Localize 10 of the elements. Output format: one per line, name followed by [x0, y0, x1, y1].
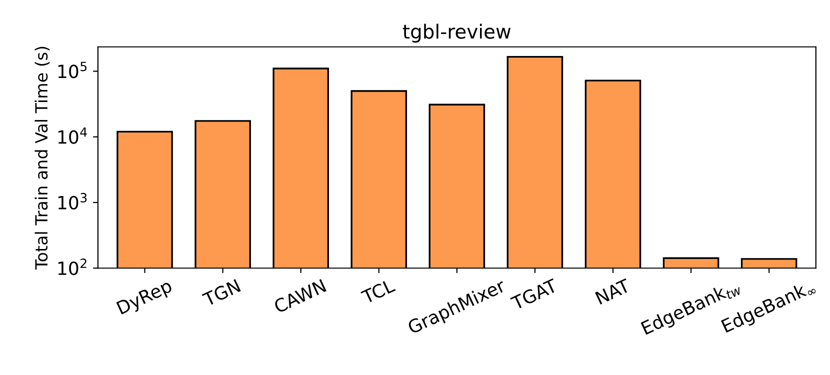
y-tick-label: 10$^{4}$	[58, 127, 87, 144]
x-tick-label: TGAT	[510, 278, 559, 310]
x-tick-label: TCL	[360, 278, 396, 304]
chart-title: tgbl-review	[402, 24, 511, 43]
y-axis-title: Total Train and Val Time (s)	[34, 46, 50, 270]
y-tick-label: 10$^{5}$	[58, 62, 87, 78]
x-tick-label: TGN	[202, 278, 241, 307]
y-tick-label: 10$^{3}$	[58, 192, 87, 210]
y-tick-label: 10$^{2}$	[58, 258, 86, 276]
x-tick-label: NAT	[595, 278, 632, 305]
